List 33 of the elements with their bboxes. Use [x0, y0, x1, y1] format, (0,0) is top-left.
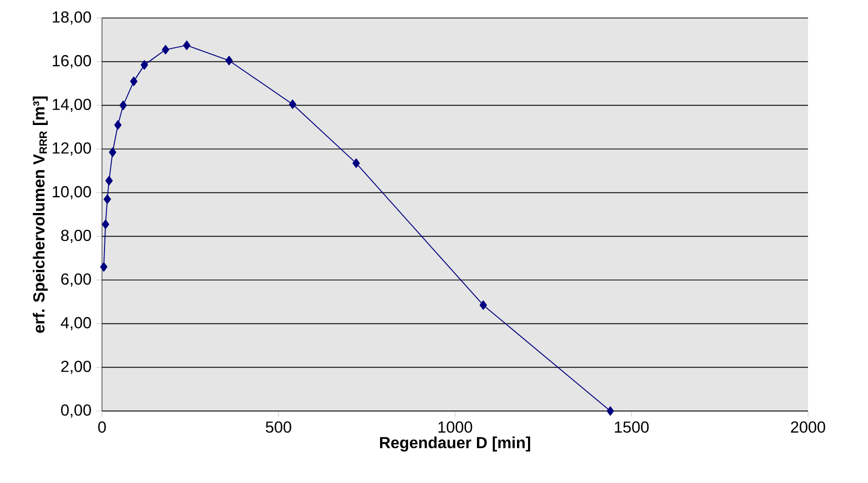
y-tick-label: 8,00	[61, 230, 91, 243]
y-tick-label: 6,00	[61, 273, 91, 287]
x-tick-label: 1000	[438, 421, 472, 433]
point	[108, 148, 116, 158]
y-tick-label: 4,00	[60, 317, 91, 330]
point	[120, 100, 127, 110]
point	[130, 76, 138, 86]
y-tick-label: 16,00	[52, 55, 91, 68]
x-axis-title: Regendauer D [min]	[380, 436, 530, 452]
point	[183, 40, 190, 50]
y-tick-label: 10,00	[52, 186, 91, 200]
y-tick-label: 2,00	[61, 360, 91, 374]
point	[104, 194, 111, 204]
point	[288, 100, 296, 109]
x-tick-label: 0	[98, 421, 106, 433]
point	[100, 262, 108, 272]
y-tick-label: 14,00	[52, 98, 91, 112]
point	[225, 56, 233, 66]
point	[606, 406, 614, 416]
y-tick-label: 12,00	[52, 142, 91, 156]
x-tick-label: 2000	[791, 421, 826, 433]
x-tick-label: 500	[266, 421, 292, 433]
point	[114, 120, 122, 130]
y-axis-title: erf. Speichervolumen V$_{RRR}$ [m³]	[32, 96, 48, 333]
point	[480, 300, 487, 310]
point	[105, 176, 113, 186]
point	[102, 220, 110, 230]
point	[140, 60, 148, 70]
y-tick-label: 0,00	[61, 404, 91, 418]
point	[162, 44, 170, 54]
point	[352, 158, 360, 168]
x-tick-label: 1500	[614, 421, 649, 433]
y-tick-label: 18,00	[52, 11, 91, 25]
